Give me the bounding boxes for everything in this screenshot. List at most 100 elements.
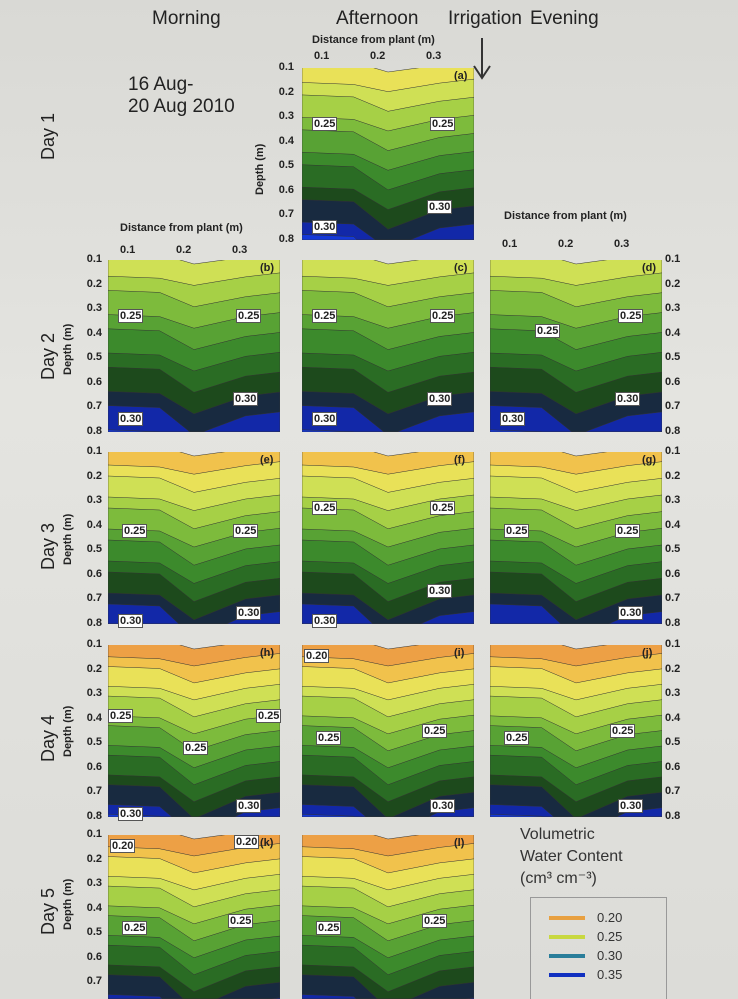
contour-label: 0.30 — [118, 614, 144, 628]
x-tick-label: 0.3 — [614, 238, 630, 250]
contour-label: 0.25 — [312, 309, 338, 323]
contour-label: 0.30 — [118, 412, 144, 426]
legend-label: 0.25 — [597, 929, 623, 944]
legend-item: 0.20 — [549, 910, 622, 925]
y-tick-label: 0.6 — [86, 567, 102, 580]
contour-label: 0.30 — [615, 392, 641, 406]
panel-id-label: (h) — [260, 647, 275, 659]
contour-band — [108, 974, 280, 999]
y-tick-label: 0.5 — [86, 351, 102, 364]
header-evening: Evening — [530, 8, 599, 29]
contour-band — [490, 813, 662, 817]
y-tick-label: 0.5 — [278, 159, 294, 172]
header-irrigation: Irrigation — [448, 8, 522, 29]
y-tick-label: 0.3 — [86, 302, 102, 315]
y-tick-label: 0.2 — [86, 852, 102, 865]
contour-panel — [108, 645, 280, 817]
legend-label: 0.35 — [597, 967, 623, 982]
y-tick-label: 0.4 — [86, 901, 102, 914]
y-tick-label: 0.1 — [665, 638, 681, 650]
contour-label: 0.25 — [430, 309, 456, 323]
y-tick-label: 0.8 — [665, 617, 681, 629]
y-tick-label: 0.8 — [665, 810, 681, 822]
y-tick-label: 0.3 — [665, 687, 681, 700]
contour-label: 0.20 — [110, 839, 136, 853]
contour-label: 0.30 — [312, 614, 338, 628]
panel-id-label: (d) — [642, 262, 657, 274]
contour-panel — [302, 452, 474, 624]
y-tick-label: 0.5 — [665, 736, 681, 749]
contour-band — [108, 603, 280, 624]
y-tick-label: 0.5 — [86, 926, 102, 939]
y-axis-label: Depth (m) — [62, 513, 74, 565]
contour-label: 0.30 — [233, 392, 259, 406]
contour-band — [108, 813, 280, 817]
y-tick-label: 0.1 — [86, 828, 102, 840]
y-tick-label: 0.8 — [86, 617, 102, 629]
contour-band — [108, 429, 280, 432]
contour-band — [490, 804, 662, 817]
panel-id-label: (i) — [454, 647, 465, 659]
y-tick-label: 0.2 — [86, 277, 102, 290]
legend-title-line: (cm³ cm⁻³) — [520, 870, 597, 887]
y-axis-label: Depth (m) — [62, 878, 74, 930]
y-tick-label: 0.2 — [86, 662, 102, 675]
y-tick-label: 0.7 — [665, 592, 681, 605]
contour-label: 0.25 — [183, 741, 209, 755]
y-tick-label: 0.6 — [86, 375, 102, 388]
x-tick-label: 0.2 — [176, 244, 192, 256]
contour-label: 0.25 — [615, 524, 641, 538]
y-tick-label: 0.7 — [86, 785, 102, 798]
legend-item: 0.30 — [549, 948, 622, 963]
x-tick-label: 0.2 — [558, 238, 574, 250]
contour-label: 0.30 — [236, 606, 262, 620]
contour-label: 0.25 — [122, 921, 148, 935]
contour-band — [302, 813, 474, 817]
contour-band — [302, 603, 474, 624]
x-tick-label: 0.3 — [232, 244, 248, 256]
date-start: 16 Aug- — [128, 74, 194, 95]
legend: 0.20 0.25 0.30 0.35 — [530, 897, 667, 999]
y-tick-label: 0.1 — [278, 61, 294, 73]
contour-label: 0.30 — [427, 584, 453, 598]
y-tick-label: 0.1 — [665, 253, 681, 265]
contour-label: 0.25 — [535, 324, 561, 338]
legend-item: 0.35 — [549, 967, 622, 982]
contour-label: 0.25 — [118, 309, 144, 323]
y-tick-label: 0.1 — [665, 445, 681, 457]
contour-panel — [108, 452, 280, 624]
contour-panel — [108, 835, 280, 999]
y-tick-label: 0.2 — [665, 277, 681, 290]
y-tick-label: 0.1 — [86, 445, 102, 457]
y-tick-label: 0.5 — [86, 543, 102, 556]
y-tick-label: 0.1 — [86, 638, 102, 650]
y-tick-label: 0.6 — [665, 567, 681, 580]
x-tick-label: 0.1 — [120, 244, 136, 256]
day-label: Day 1 — [38, 112, 58, 160]
y-tick-label: 0.2 — [86, 469, 102, 482]
contour-band — [108, 405, 280, 432]
legend-swatch — [549, 934, 585, 939]
contour-label: 0.25 — [122, 524, 148, 538]
contour-band — [302, 429, 474, 432]
contour-label: 0.25 — [430, 117, 456, 131]
y-tick-label: 0.1 — [86, 253, 102, 265]
contour-label: 0.20 — [304, 649, 330, 663]
y-tick-label: 0.4 — [86, 711, 102, 724]
header-afternoon: Afternoon — [336, 8, 419, 29]
x-tick-label: 0.1 — [502, 238, 518, 250]
panel-id-label: (k) — [260, 837, 274, 849]
y-tick-label: 0.7 — [86, 975, 102, 988]
y-tick-label: 0.3 — [86, 494, 102, 507]
y-tick-label: 0.5 — [665, 543, 681, 556]
contour-band — [302, 221, 474, 240]
y-tick-label: 0.4 — [665, 711, 681, 724]
contour-band — [490, 405, 662, 432]
y-tick-label: 0.2 — [665, 469, 681, 482]
legend-swatch — [549, 972, 585, 977]
y-tick-label: 0.8 — [665, 425, 681, 437]
y-tick-label: 0.7 — [665, 785, 681, 798]
contour-label: 0.30 — [312, 220, 338, 234]
contour-band — [108, 804, 280, 817]
contour-label: 0.25 — [422, 914, 448, 928]
